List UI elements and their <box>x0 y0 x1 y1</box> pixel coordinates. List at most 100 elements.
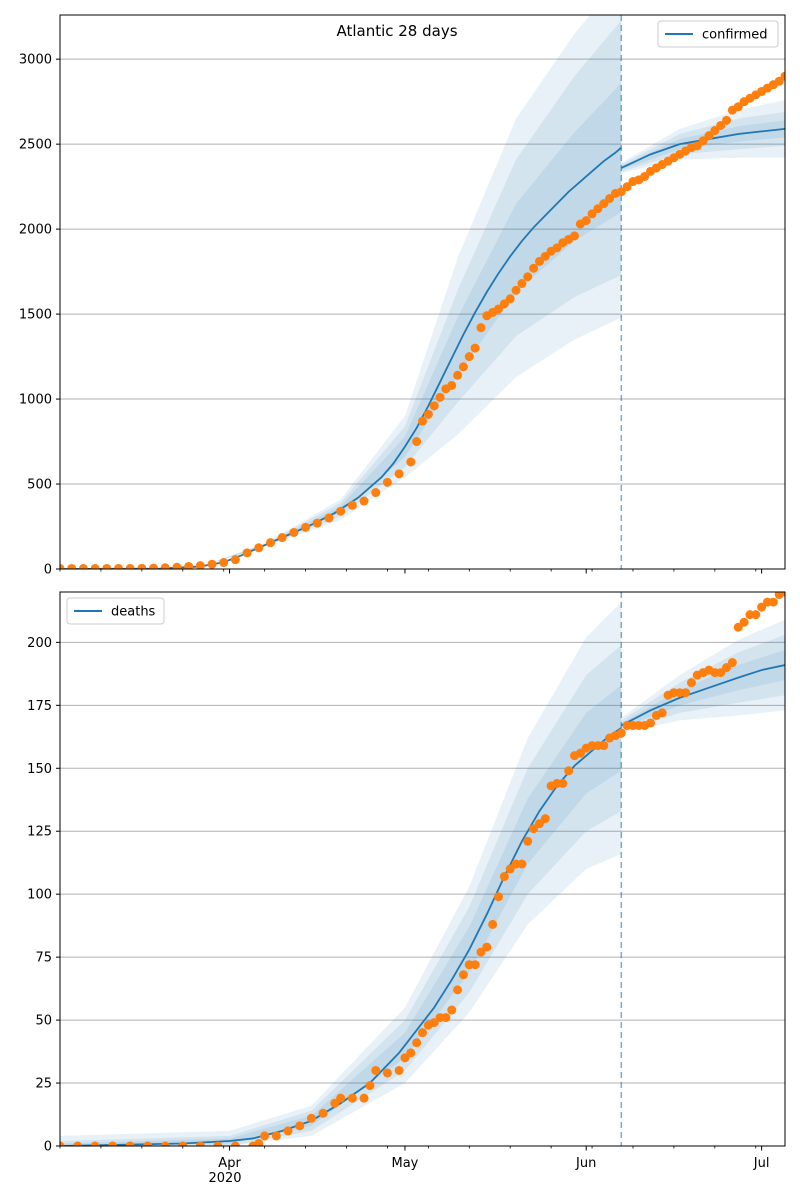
deaths-observed-point <box>540 814 550 824</box>
x-year-label: 2020 <box>208 1171 241 1186</box>
deaths-observed-point <box>751 610 761 620</box>
deaths-ytick-label: 150 <box>27 762 52 777</box>
confirmed-observed-point <box>704 131 714 141</box>
confirmed-observed-point <box>710 126 720 136</box>
confirmed-observed-point <box>581 216 591 226</box>
deaths-ytick-label: 200 <box>27 636 52 651</box>
confirmed-observed-point <box>616 187 626 197</box>
confirmed-observed-point <box>412 437 422 447</box>
deaths-x-ticks: Apr May Jun Jul <box>59 1146 769 1171</box>
confirmed-observed-point <box>219 558 229 568</box>
deaths-observed-point <box>447 1005 457 1015</box>
confirmed-observed-point <box>423 409 433 419</box>
deaths-ytick-label: 75 <box>35 951 52 966</box>
confirmed-observed-point <box>435 392 445 402</box>
deaths-observed-point <box>318 1108 328 1118</box>
confirmed-observed-point <box>476 323 486 333</box>
deaths-observed-point <box>681 688 691 698</box>
confirmed-observed-point <box>312 518 322 528</box>
deaths-observed-point <box>733 622 743 632</box>
confirmed-ytick-label: 3000 <box>19 53 52 68</box>
deaths-observed-point <box>160 1141 170 1146</box>
deaths-band-forecast-1 <box>621 634 785 731</box>
confirmed-observed-point <box>523 272 533 282</box>
deaths-observed-point <box>306 1113 316 1123</box>
deaths-observed-point <box>371 1065 381 1075</box>
confirmed-axes-frame <box>59 14 786 570</box>
confirmed-observed-point <box>716 120 726 130</box>
deaths-ytick-label: 100 <box>27 888 52 903</box>
confirmed-observed-point <box>230 555 240 565</box>
legend-label: confirmed <box>702 28 768 43</box>
confirmed-observed-point <box>137 563 147 569</box>
deaths-observed-point <box>394 1065 404 1075</box>
deaths-observed-point <box>505 864 515 874</box>
deaths-observed-point <box>458 970 468 980</box>
deaths-observed-points <box>60 592 785 1146</box>
confirmed-observed-point <box>125 563 135 569</box>
deaths-observed-point <box>125 1141 135 1146</box>
deaths-y-ticks: 0 25 50 75 100 125 150 175 200 <box>27 636 60 1155</box>
confirmed-observed-point <box>698 136 708 146</box>
deaths-observed-point <box>60 1141 65 1146</box>
confirmed-observed-point <box>517 279 527 289</box>
confirmed-ytick-label: 500 <box>27 478 52 493</box>
confirmed-ytick-label: 2000 <box>19 223 52 238</box>
deaths-observed-point <box>558 778 568 788</box>
deaths-observed-point <box>476 947 486 957</box>
confirmed-observed-point <box>207 559 217 569</box>
deaths-observed-point <box>271 1131 281 1141</box>
deaths-observed-point <box>494 892 504 902</box>
confirmed-observed-point <box>622 182 632 192</box>
confirmed-observed-point <box>429 401 439 411</box>
confirmed-ytick-label: 0 <box>44 563 52 578</box>
confirmed-ytick-label: 1000 <box>19 393 52 408</box>
confirmed-observed-point <box>774 76 784 86</box>
deaths-observed-point <box>575 748 585 758</box>
confirmed-x-ticks <box>59 569 763 574</box>
deaths-observed-point <box>254 1138 264 1146</box>
chart-title: Atlantic 28 days <box>336 22 457 40</box>
confirmed-observed-point <box>458 362 468 372</box>
confirmed-observed-point <box>277 533 287 543</box>
confirmed-observed-point <box>587 209 597 219</box>
confirmed-observed-point <box>722 115 732 125</box>
confirmed-observed-point <box>78 563 88 569</box>
deaths-ytick-label: 50 <box>35 1014 52 1029</box>
confirmed-observed-point <box>254 543 264 553</box>
deaths-observed-point <box>406 1048 416 1058</box>
confirmed-observed-point <box>90 563 100 569</box>
confirmed-observed-point <box>552 243 562 253</box>
confirmed-observed-point <box>447 380 457 390</box>
confirmed-observed-point <box>464 352 474 362</box>
confirmed-observed-points <box>60 71 785 569</box>
confirmed-observed-point <box>593 204 603 214</box>
deaths-observed-point <box>616 728 626 738</box>
confirmed-observed-point <box>242 548 252 558</box>
deaths-panel: 0 25 50 75 100 125 150 175 200 Apr May Jun Jul deat… <box>27 591 786 1186</box>
confirmed-observed-point <box>265 538 275 548</box>
deaths-observed-point <box>739 617 749 627</box>
confirmed-observed-point <box>160 563 170 569</box>
confirmed-observed-point <box>605 194 615 204</box>
deaths-observed-point <box>195 1141 205 1146</box>
deaths-observed-point <box>441 1013 451 1023</box>
deaths-ytick-label: 25 <box>35 1077 52 1092</box>
confirmed-observed-point <box>511 285 521 295</box>
deaths-observed-point <box>499 872 509 882</box>
confirmed-gridlines <box>60 58 785 485</box>
confirmed-observed-point <box>406 457 416 467</box>
xtick-label-apr: Apr <box>218 1156 241 1171</box>
deaths-ytick-label: 0 <box>44 1140 52 1155</box>
legend-box <box>66 597 165 625</box>
confirmed-y-ticks: 0 500 1000 1500 2000 2500 3000 <box>19 53 60 578</box>
xtick-label-may: May <box>392 1156 419 1171</box>
confirmed-observed-point <box>359 496 369 506</box>
confirmed-observed-point <box>149 563 159 569</box>
legend-box <box>657 20 779 48</box>
deaths-observed-point <box>599 741 609 751</box>
deaths-observed-point <box>564 766 574 776</box>
confirmed-observed-point <box>113 563 123 569</box>
confirmed-band-fit-2 <box>60 15 622 569</box>
